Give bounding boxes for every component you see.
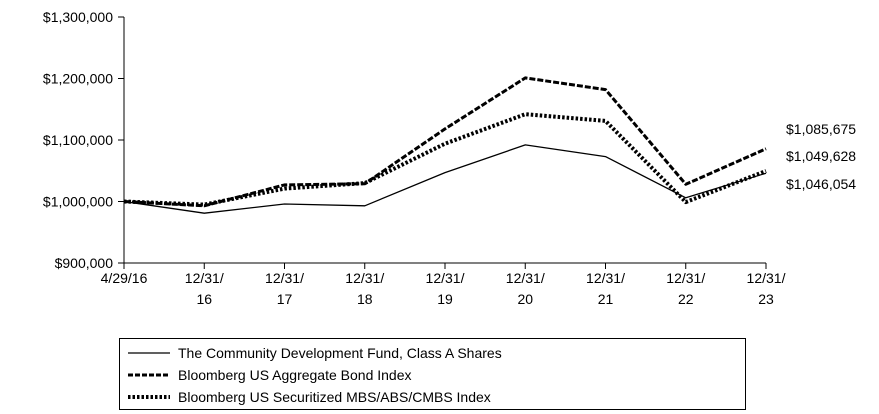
x-tick-label: 12/31/21 [586,270,625,307]
x-tick-label: 12/31/19 [426,270,465,307]
legend-item-fund: The Community Development Fund, Class A … [124,343,502,363]
x-tick-label: 12/31/16 [185,270,224,307]
y-tick-label: $900,000 [55,255,114,271]
y-tick-label: $1,100,000 [43,132,113,148]
end-value-label: $1,046,054 [786,176,856,192]
x-axis: 4/29/16 12/31/16 12/31/17 12/31/18 12/31/19 1… [101,262,786,307]
legend-label-fund: The Community Development Fund, Class A … [178,345,502,361]
line-chart: $900,000 $1,000,000 $1,100,000 $1,200,000 $1… [43,9,856,307]
x-tick-label: 12/31/22 [666,270,705,307]
end-value-label: $1,085,675 [786,121,856,137]
x-tick-label: 4/29/16 [101,270,148,286]
legend-swatch-dashed [128,373,170,377]
y-axis: $900,000 $1,000,000 $1,100,000 $1,200,000 $1… [43,9,125,271]
legend-item-aggregate: Bloomberg US Aggregate Bond Index [124,365,412,385]
end-labels: $1,085,675 $1,049,628 $1,046,054 [786,121,856,192]
x-tick-label: 12/31/23 [747,270,786,307]
y-tick-label: $1,300,000 [43,9,113,25]
legend: The Community Development Fund, Class A … [119,338,746,410]
legend-label-securitized: Bloomberg US Securitized MBS/ABS/CMBS In… [178,389,491,405]
y-tick-label: $1,000,000 [43,194,113,210]
x-tick-label: 12/31/20 [506,270,545,307]
legend-label-aggregate: Bloomberg US Aggregate Bond Index [178,367,412,383]
series-line-dashed [123,76,767,208]
series-layer [123,76,767,214]
legend-swatch-dotted [128,395,170,399]
y-tick-label: $1,200,000 [43,71,113,87]
series-line-solid [123,144,767,214]
end-value-label: $1,049,628 [786,148,856,164]
x-tick-label: 12/31/17 [265,270,304,307]
legend-item-securitized: Bloomberg US Securitized MBS/ABS/CMBS In… [124,387,491,407]
x-tick-label: 12/31/18 [345,270,384,307]
legend-swatch-solid [128,352,170,354]
